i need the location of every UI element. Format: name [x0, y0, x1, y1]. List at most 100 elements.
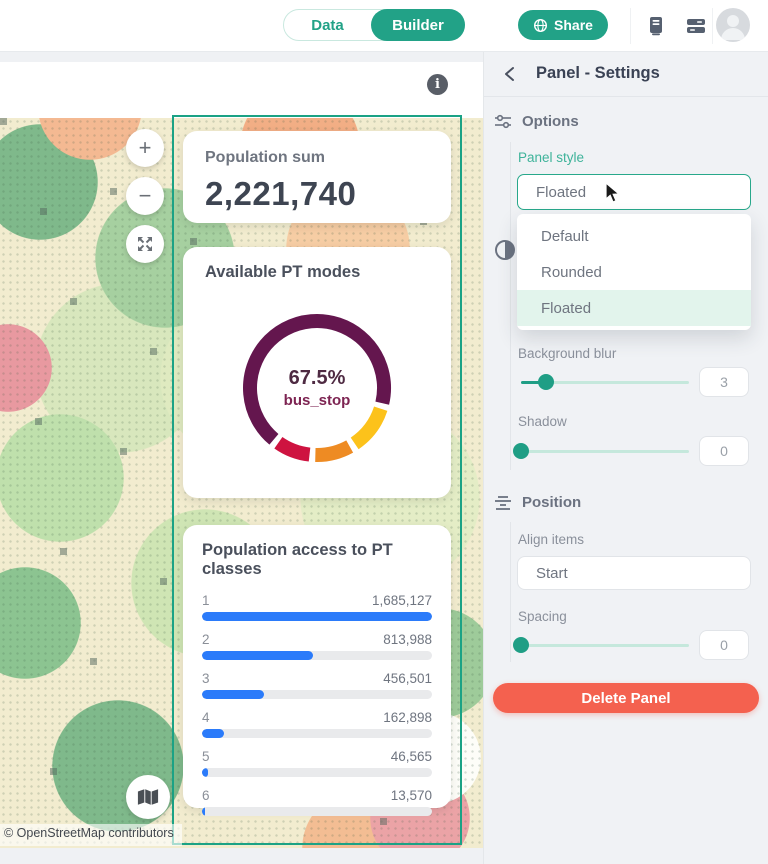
basemap-button[interactable] — [126, 775, 170, 819]
bar-value: 13,570 — [390, 788, 432, 803]
bar-value: 456,501 — [383, 671, 432, 686]
bar-fill — [202, 612, 432, 621]
plus-icon: + — [138, 135, 152, 160]
bar-row: 6 13,570 — [202, 788, 432, 816]
slider-track — [521, 381, 689, 384]
slider-handle[interactable] — [538, 374, 555, 390]
tab-builder[interactable]: Builder — [371, 9, 465, 41]
settings-panel: Panel - Settings Options Panel style Flo… — [483, 52, 768, 864]
mode-toggle: Data Builder — [283, 9, 465, 41]
bar-track — [202, 651, 432, 660]
bar-track — [202, 612, 432, 621]
zoom-out-button[interactable]: − — [126, 177, 164, 215]
background-blur-slider[interactable] — [521, 374, 689, 390]
zoom-in-button[interactable]: + — [126, 129, 164, 167]
info-icon[interactable]: i — [427, 74, 448, 95]
pt-modes-donut — [243, 314, 391, 462]
population-sum-card[interactable]: Population sum 2,221,740 — [183, 131, 451, 223]
align-items-label: Align items — [518, 532, 585, 547]
layers-icon[interactable] — [684, 14, 708, 38]
bar-value: 1,685,127 — [371, 593, 432, 608]
bar-value: 162,898 — [383, 710, 432, 725]
bar-track — [202, 690, 432, 699]
settings-title: Panel - Settings — [536, 64, 660, 82]
spacing-number: 0 — [720, 637, 728, 653]
spacing-slider[interactable] — [513, 637, 689, 653]
delete-panel-button[interactable]: Delete Panel — [493, 683, 759, 713]
panel-style-dropdown: Default Rounded Floated — [517, 214, 751, 330]
donut-chart: 67.5% bus_stop — [237, 308, 397, 468]
slider-fill — [521, 381, 547, 384]
bar-fill — [202, 729, 225, 738]
slider-handle[interactable] — [513, 637, 529, 653]
map-buildings-pattern — [0, 118, 7, 125]
donut-center-label: 67.5% bus_stop — [237, 308, 397, 468]
bar-track — [202, 768, 432, 777]
pan-expand-button[interactable] — [126, 225, 164, 263]
panel-style-select[interactable]: Floated — [517, 174, 751, 210]
slider-handle[interactable] — [513, 443, 529, 459]
align-lines-icon — [494, 495, 512, 511]
position-section-label: Position — [522, 494, 582, 511]
bar-category: 1 — [202, 593, 210, 608]
folded-map-icon — [137, 787, 159, 807]
bar-row: 3 456,501 — [202, 671, 432, 699]
background-blur-label: Background blur — [518, 346, 617, 361]
donut-segment-segment-3 — [243, 314, 391, 462]
tab-builder-label: Builder — [392, 16, 444, 34]
shadow-slider[interactable] — [513, 443, 689, 459]
background-blur-value[interactable]: 3 — [699, 367, 749, 397]
align-items-select[interactable]: Start — [517, 556, 751, 590]
topbar-divider-2 — [712, 8, 713, 44]
avatar[interactable] — [716, 8, 750, 42]
slider-track — [521, 450, 689, 453]
dropdown-option-rounded[interactable]: Rounded — [541, 263, 602, 281]
population-sum-value: 2,221,740 — [205, 175, 357, 212]
top-bar: Data Builder Share — [0, 0, 768, 52]
bar-fill — [202, 690, 265, 699]
align-items-value: Start — [536, 564, 568, 582]
bar-category: 4 — [202, 710, 210, 725]
bar-track — [202, 807, 432, 816]
notebook-icon[interactable] — [644, 14, 668, 38]
dropdown-option-default[interactable]: Default — [541, 227, 589, 245]
minus-icon: − — [138, 183, 152, 208]
bar-row: 2 813,988 — [202, 632, 432, 660]
contrast-icon — [495, 240, 515, 260]
map-attribution[interactable]: © OpenStreetMap contributors — [0, 824, 182, 846]
move-arrows-icon — [136, 235, 154, 253]
back-button[interactable] — [498, 63, 520, 85]
share-label: Share — [554, 17, 593, 33]
background-blur-number: 3 — [720, 374, 728, 390]
donut-category: bus_stop — [283, 392, 351, 409]
shadow-label: Shadow — [518, 414, 567, 429]
pt-classes-card[interactable]: Population access to PT classes 1 1,685,… — [183, 525, 451, 816]
bar-row: 4 162,898 — [202, 710, 432, 738]
pt-classes-title: Population access to PT classes — [202, 541, 393, 578]
pt-modes-title: Available PT modes — [205, 263, 361, 281]
tab-data[interactable]: Data — [284, 10, 371, 40]
bar-fill — [202, 768, 209, 777]
bar-category: 5 — [202, 749, 210, 764]
share-button[interactable]: Share — [518, 10, 608, 40]
spacing-value[interactable]: 0 — [699, 630, 749, 660]
position-section-header: Position — [494, 494, 581, 511]
bar-fill — [202, 651, 314, 660]
chevron-left-icon — [504, 66, 515, 82]
donut-segment-segment-4 — [243, 314, 391, 462]
options-section-header: Options — [494, 113, 579, 130]
bar-category: 6 — [202, 788, 210, 803]
options-indent-guide — [510, 142, 511, 470]
attribution-text: © OpenStreetMap contributors — [4, 826, 174, 840]
panel-style-label: Panel style — [518, 150, 585, 165]
bar-value: 813,988 — [383, 632, 432, 647]
donut-segment-bus_stop — [243, 314, 391, 462]
dropdown-option-floated[interactable]: Floated — [517, 290, 751, 326]
settings-header: Panel - Settings — [484, 52, 768, 97]
bar-row: 1 1,685,127 — [202, 593, 432, 621]
topbar-divider — [630, 8, 631, 44]
bar-track — [202, 729, 432, 738]
shadow-value[interactable]: 0 — [699, 436, 749, 466]
pt-modes-card[interactable]: Available PT modes 67.5% bus_stop — [183, 247, 451, 498]
